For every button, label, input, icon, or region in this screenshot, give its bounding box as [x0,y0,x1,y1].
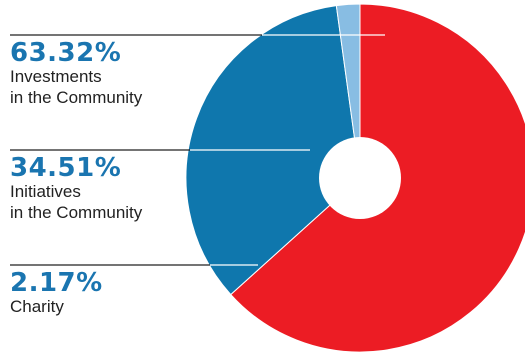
legend-initiatives-percent: 34.51% [10,153,122,183]
legend-charity-line-1: Charity [10,297,64,316]
legend-initiatives-line-2: in the Community [10,203,143,222]
leader-lines [10,34,385,266]
slice-charity [335,3,361,179]
donut-hole [319,137,401,219]
legend-initiatives: 34.51% Initiatives in the Community [10,155,142,223]
legend-initiatives-line-1: Initiatives [10,182,81,201]
legend-charity-percent: 2.17% [10,268,103,298]
legend-investments-line-2: in the Community [10,88,143,107]
legend-charity: 2.17% Charity [10,270,103,317]
legend-investments-line-1: Investments [10,67,102,86]
legend-investments: 63.32% Investments in the Community [10,40,142,108]
legend-investments-percent: 63.32% [10,38,122,68]
